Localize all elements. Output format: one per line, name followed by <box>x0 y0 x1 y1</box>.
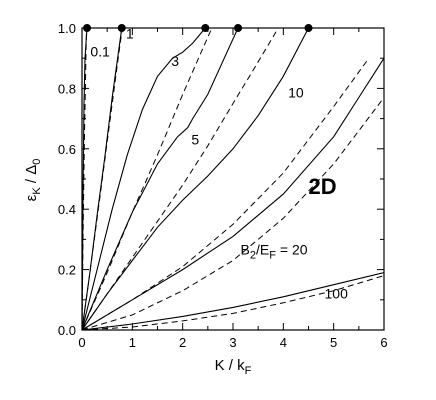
series-100-solid <box>81 272 385 331</box>
series-20-dashed <box>81 97 385 331</box>
y-tick-label: 0.2 <box>58 263 76 278</box>
series-0.1-solid <box>81 27 88 331</box>
curve-label: 5 <box>191 131 199 147</box>
y-tick-label: 1.0 <box>58 21 76 36</box>
series-10-dashed <box>81 57 370 331</box>
series-10-solid <box>81 27 309 331</box>
endpoint-marker <box>83 24 92 32</box>
y-tick-label: 0.0 <box>58 323 76 338</box>
series-3-solid <box>81 27 206 331</box>
curve-label: 100 <box>325 285 349 301</box>
markers <box>83 24 313 32</box>
endpoint-marker <box>201 24 210 32</box>
curve-label: 3 <box>171 53 179 69</box>
curve-label: 0.1 <box>90 44 110 60</box>
x-tick-label: 3 <box>229 335 236 350</box>
series-5-solid <box>81 27 239 331</box>
y-tick-label: 0.4 <box>58 202 76 217</box>
y-tick-label: 0.6 <box>58 142 76 157</box>
curve-labels: 0.1 1 3 5 10 100 <box>90 26 348 302</box>
y-tick-label: 0.8 <box>58 81 76 96</box>
endpoint-marker <box>304 24 313 32</box>
x-tick-label: 6 <box>380 335 387 350</box>
curve-label: 1 <box>126 26 134 42</box>
series-5-dashed <box>81 27 279 331</box>
endpoint-marker <box>234 24 243 32</box>
x-tick-label: 1 <box>129 335 136 350</box>
series-3-dashed <box>81 27 213 331</box>
endpoint-marker <box>117 24 126 32</box>
panel-label: 2D <box>309 174 337 199</box>
coupling-label: B2/EF = 20 <box>241 242 308 262</box>
curves <box>81 27 385 331</box>
y-axis-title: εK / Δ0 <box>23 159 43 202</box>
x-tick-label: 2 <box>179 335 186 350</box>
series-100-dashed <box>81 275 385 331</box>
x-tick-labels: 0 1 2 3 4 5 6 <box>78 335 387 350</box>
x-tick-label: 4 <box>280 335 287 350</box>
curve-label: 10 <box>288 84 304 100</box>
y-tick-labels: 0.0 0.2 0.4 0.6 0.8 1.0 <box>58 21 76 338</box>
x-tick-label: 0 <box>78 335 85 350</box>
series-1-solid <box>81 27 123 331</box>
series-20-solid <box>81 57 385 331</box>
x-axis-title: K / kF <box>215 357 252 377</box>
x-tick-label: 5 <box>330 335 337 350</box>
